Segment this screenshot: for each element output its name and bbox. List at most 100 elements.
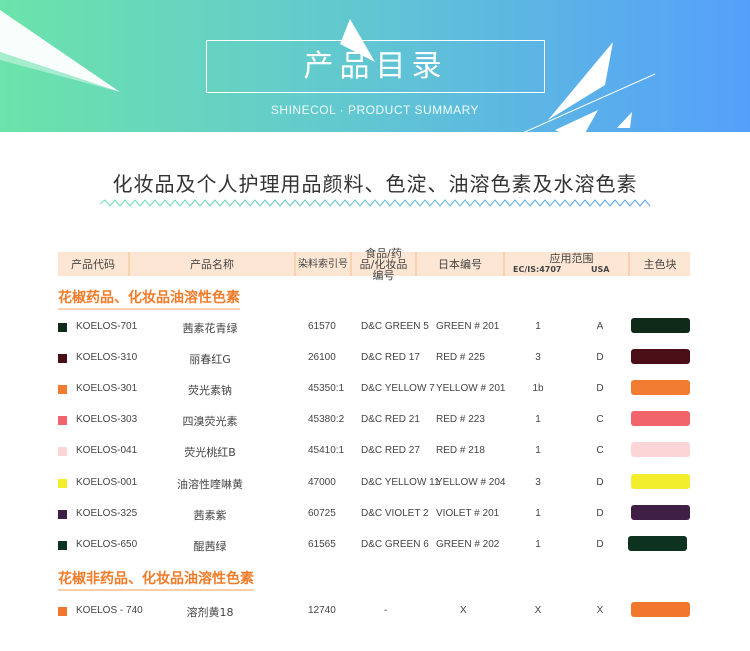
table-header: 产品代码 产品名称 染料索引号 食品/药品/化妆品编号 日本编号 应用范围 EC…: [58, 248, 690, 281]
header-usa: USA: [591, 265, 610, 274]
table-row: KOELOS-650 醌茜绿 61565 D&C GREEN 6 GREEN #…: [58, 536, 698, 556]
ci-number: 12740: [308, 605, 336, 616]
food-drug-number: D&C RED 17: [361, 352, 420, 363]
product-code: KOELOS-701: [76, 321, 138, 332]
color-swatch-icon: [58, 385, 67, 394]
ec-range: 1b: [532, 383, 544, 394]
japan-number: X: [460, 605, 467, 616]
food-drug-number: D&C RED 21: [361, 414, 420, 425]
color-block: [631, 411, 690, 426]
usa-range: D: [596, 352, 604, 363]
ec-range: 1: [535, 414, 541, 425]
japan-number: VIOLET # 201: [436, 508, 500, 519]
color-block: [631, 349, 690, 364]
header-range-label: 应用范围: [549, 252, 594, 265]
ci-number: 61570: [308, 321, 336, 332]
table-row: KOELOS - 740 溶剂黄18 12740 - X X X: [58, 602, 698, 622]
banner-title: 产品目录: [206, 40, 545, 93]
ec-range: 3: [535, 352, 541, 363]
color-block: [631, 505, 690, 520]
header-ci: 染料索引号: [296, 252, 352, 276]
food-drug-number: D&C VIOLET 2: [361, 508, 429, 519]
usa-range: C: [596, 414, 604, 425]
header-name: 产品名称: [130, 252, 296, 276]
banner-subtitle: SHINECOL · PRODUCT SUMMARY: [270, 103, 480, 117]
header-ec: EC/IS:4707: [513, 265, 562, 274]
product-code: KOELOS-325: [76, 508, 138, 519]
ci-number: 60725: [308, 508, 336, 519]
header-japan: 日本编号: [417, 252, 505, 276]
wave-divider: [100, 199, 650, 207]
header-color: 主色块: [643, 257, 677, 271]
usa-range: D: [596, 539, 604, 550]
usa-range: D: [596, 508, 604, 519]
product-name: 醌茜绿: [193, 540, 227, 553]
color-swatch-icon: [58, 447, 67, 456]
japan-number: GREEN # 201: [436, 321, 500, 332]
product-name: 荧光桃红B: [184, 446, 236, 459]
header-food: 食品/药品/化妆品编号: [352, 248, 417, 281]
table-row: KOELOS-041 荧光桃红B 45410:1 D&C RED 27 RED …: [58, 442, 698, 462]
color-block: [631, 442, 690, 457]
food-drug-number: -: [384, 605, 388, 616]
product-code: KOELOS-650: [76, 539, 138, 550]
section-title: 花椒药品、化妆品油溶性色素: [58, 287, 240, 310]
ec-range: 1: [535, 508, 541, 519]
food-drug-number: D&C GREEN 6: [361, 539, 429, 550]
color-swatch-icon: [58, 354, 67, 363]
table-row: KOELOS-310 丽春红G 26100 D&C RED 17 RED # 2…: [58, 349, 698, 369]
ci-number: 45350:1: [308, 383, 345, 394]
color-block: [631, 602, 690, 617]
ci-number: 61565: [308, 539, 336, 550]
color-swatch-icon: [58, 510, 67, 519]
food-drug-number: D&C RED 27: [361, 445, 420, 456]
food-drug-number: D&C YELLOW 11: [361, 477, 440, 488]
ci-number: 45380:2: [308, 414, 345, 425]
table-row: KOELOS-325 茜素紫 60725 D&C VIOLET 2 VIOLET…: [58, 505, 698, 525]
color-swatch-icon: [58, 541, 67, 550]
color-swatch-icon: [58, 323, 67, 332]
product-code: KOELOS-303: [76, 414, 138, 425]
food-drug-number: D&C YELLOW 7: [361, 383, 435, 394]
product-code: KOELOS - 740: [76, 605, 143, 616]
table-row: KOELOS-303 四溴荧光素 45380:2 D&C RED 21 RED …: [58, 411, 698, 431]
product-code: KOELOS-041: [76, 445, 138, 456]
product-code: KOELOS-310: [76, 352, 138, 363]
product-name: 茜素花青绿: [182, 322, 238, 335]
color-block: [631, 474, 690, 489]
header-code: 产品代码: [58, 252, 130, 276]
color-swatch-icon: [58, 416, 67, 425]
japan-number: RED # 225: [436, 352, 485, 363]
usa-range: X: [596, 605, 604, 616]
color-block: [631, 380, 690, 395]
product-name: 荧光素钠: [188, 384, 232, 397]
food-drug-number: D&C GREEN 5: [361, 321, 429, 332]
product-code: KOELOS-301: [76, 383, 138, 394]
product-name: 油溶性喹啉黄: [177, 478, 243, 491]
usa-range: D: [596, 477, 604, 488]
ec-range: 3: [535, 477, 541, 488]
ec-range: 1: [535, 321, 541, 332]
table-row: KOELOS-701 茜素花青绿 61570 D&C GREEN 5 GREEN…: [58, 318, 698, 338]
japan-number: RED # 218: [436, 445, 485, 456]
color-block: [628, 536, 687, 551]
color-swatch-icon: [58, 607, 67, 616]
page-heading: 化妆品及个人护理用品颜料、色淀、油溶色素及水溶色素: [112, 172, 638, 196]
japan-number: YELLOW # 204: [436, 477, 506, 488]
product-name: 丽春红G: [189, 353, 231, 366]
ci-number: 26100: [308, 352, 336, 363]
table-row: KOELOS-001 油溶性喹啉黄 47000 D&C YELLOW 11 YE…: [58, 474, 698, 494]
ci-number: 47000: [308, 477, 336, 488]
product-name: 溶剂黄18: [186, 606, 234, 619]
table-row: KOELOS-301 荧光素钠 45350:1 D&C YELLOW 7 YEL…: [58, 380, 698, 400]
product-name: 四溴荧光素: [182, 415, 238, 428]
ci-number: 45410:1: [308, 445, 345, 456]
usa-range: D: [596, 383, 604, 394]
product-code: KOELOS-001: [76, 477, 138, 488]
usa-range: C: [596, 445, 604, 456]
ec-range: 1: [535, 445, 541, 456]
product-name: 茜素紫: [193, 509, 227, 522]
ec-range: X: [534, 605, 542, 616]
color-block: [631, 318, 690, 333]
section-title: 花椒非药品、化妆品油溶性色素: [58, 568, 254, 591]
